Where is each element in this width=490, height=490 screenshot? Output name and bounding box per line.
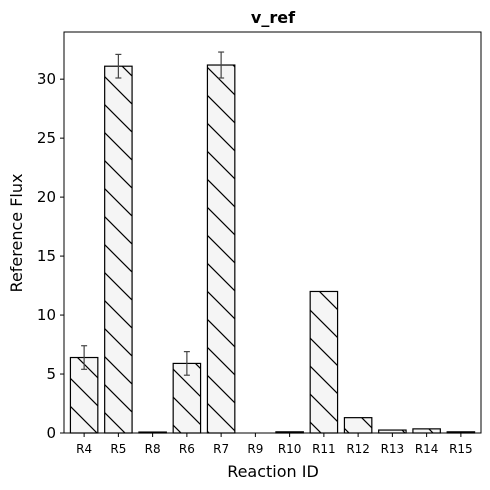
bar-R14 <box>412 428 441 434</box>
bar-R4 <box>69 356 99 434</box>
x-tick-label-R15: R15 <box>449 442 473 456</box>
bar-R11 <box>309 290 339 434</box>
x-axis-label: Reaction ID <box>227 462 319 481</box>
x-tick-label-R7: R7 <box>213 442 229 456</box>
y-tick-label-25: 25 <box>37 129 56 147</box>
x-tick-label-R6: R6 <box>179 442 195 456</box>
x-tick-label-R12: R12 <box>346 442 370 456</box>
bar-R7 <box>206 64 236 434</box>
plot-frame <box>63 31 482 434</box>
x-tick-label-R11: R11 <box>312 442 336 456</box>
y-tick-label-10: 10 <box>37 306 56 324</box>
x-tick-label-R13: R13 <box>381 442 405 456</box>
y-tick-label-15: 15 <box>37 247 56 265</box>
x-tick-label-R9: R9 <box>247 442 263 456</box>
x-tick-label-R4: R4 <box>76 442 92 456</box>
bar-R12 <box>343 417 373 434</box>
bar-R5 <box>104 65 133 434</box>
x-tick-label-R14: R14 <box>415 442 439 456</box>
bars-group <box>69 64 476 434</box>
y-tick-label-30: 30 <box>37 70 56 88</box>
y-tick-label-5: 5 <box>46 365 56 383</box>
x-tick-label-R10: R10 <box>278 442 302 456</box>
chart-title: v_ref <box>251 8 296 27</box>
y-tick-label-0: 0 <box>46 424 56 442</box>
y-tick-label-20: 20 <box>37 188 56 206</box>
x-axis-ticks: R4 R5 R8 R6 R7 R9 R10 R11 R12 R13 R14 R15 <box>76 433 473 456</box>
y-axis-label: Reference Flux <box>7 174 26 293</box>
x-tick-label-R5: R5 <box>110 442 126 456</box>
error-bars-group <box>81 51 225 376</box>
x-tick-label-R8: R8 <box>145 442 161 456</box>
y-axis-ticks: 0 5 10 15 20 25 30 <box>37 70 64 442</box>
